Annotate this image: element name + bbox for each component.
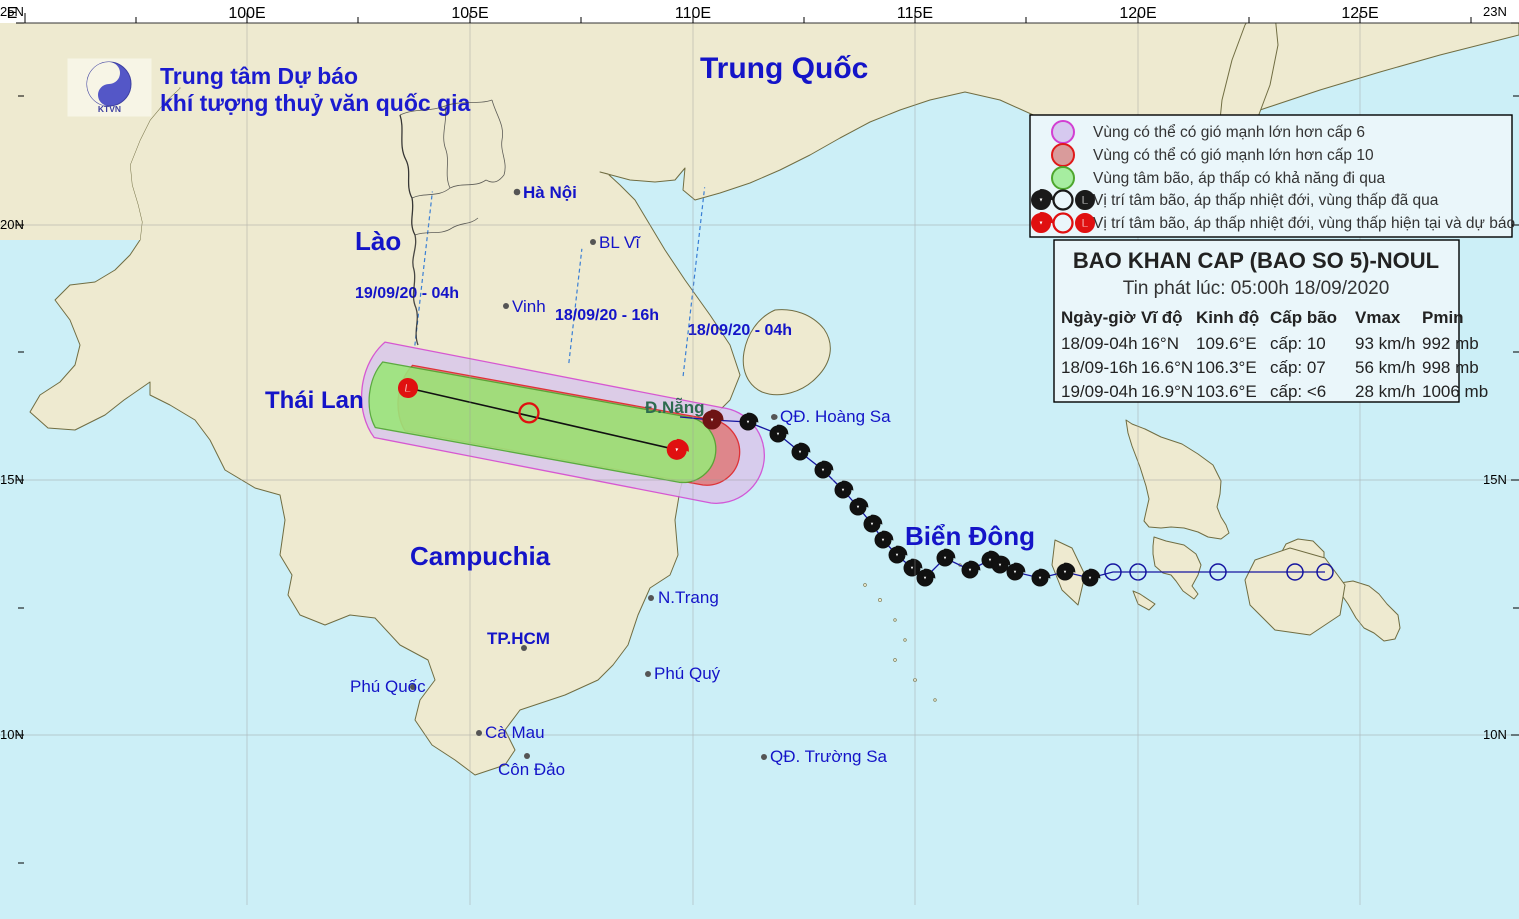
svg-text:1006 mb: 1006 mb bbox=[1422, 382, 1488, 401]
svg-text:Đ.Nẵng: Đ.Nẵng bbox=[645, 397, 705, 417]
svg-text:QĐ. Hoàng Sa: QĐ. Hoàng Sa bbox=[780, 407, 891, 426]
svg-text:Cà Mau: Cà Mau bbox=[485, 723, 545, 742]
svg-text:cấp: 07: cấp: 07 bbox=[1270, 358, 1326, 377]
svg-text:Biển Đông: Biển Đông bbox=[905, 521, 1035, 551]
svg-text:cấp: <6: cấp: <6 bbox=[1270, 382, 1326, 401]
svg-text:Hà Nội: Hà Nội bbox=[523, 183, 577, 202]
svg-text:BL Vĩ: BL Vĩ bbox=[599, 233, 641, 252]
svg-text:Vinh: Vinh bbox=[512, 297, 546, 316]
svg-text:28 km/h: 28 km/h bbox=[1355, 382, 1415, 401]
svg-text:Campuchia: Campuchia bbox=[410, 541, 551, 571]
svg-text:Vĩ độ: Vĩ độ bbox=[1141, 308, 1183, 327]
svg-text:16.9°N: 16.9°N bbox=[1141, 382, 1193, 401]
svg-text:16.6°N: 16.6°N bbox=[1141, 358, 1193, 377]
svg-text:10N: 10N bbox=[0, 727, 24, 742]
svg-text:56 km/h: 56 km/h bbox=[1355, 358, 1415, 377]
svg-text:16°N: 16°N bbox=[1141, 334, 1179, 353]
svg-text:106.3°E: 106.3°E bbox=[1196, 358, 1257, 377]
svg-text:19/09/20 - 04h: 19/09/20 - 04h bbox=[355, 285, 459, 302]
svg-text:Tin phát lúc: 05:00h 18/09/202: Tin phát lúc: 05:00h 18/09/2020 bbox=[1123, 278, 1390, 299]
svg-text:QĐ. Trường Sa: QĐ. Trường Sa bbox=[770, 747, 888, 766]
svg-text:93 km/h: 93 km/h bbox=[1355, 334, 1415, 353]
svg-text:18/09/20 - 16h: 18/09/20 - 16h bbox=[555, 307, 659, 324]
svg-text:Ngày-giờ: Ngày-giờ bbox=[1061, 308, 1136, 327]
svg-text:TP.HCM: TP.HCM bbox=[487, 629, 550, 648]
svg-text:Lào: Lào bbox=[355, 226, 401, 256]
svg-text:105E: 105E bbox=[451, 5, 488, 22]
svg-text:Cấp bão: Cấp bão bbox=[1270, 308, 1337, 327]
svg-text:992 mb: 992 mb bbox=[1422, 334, 1479, 353]
svg-text:Phú Quốc: Phú Quốc bbox=[350, 677, 426, 696]
svg-text:Vị trí tâm bão, áp thấp nhiệt: Vị trí tâm bão, áp thấp nhiệt đới, vùng … bbox=[1093, 192, 1439, 209]
svg-text:Phú Quý: Phú Quý bbox=[654, 664, 721, 683]
svg-text:Trung tâm Dự báo: Trung tâm Dự báo bbox=[160, 63, 358, 89]
svg-text:125E: 125E bbox=[1341, 5, 1378, 22]
svg-text:Côn Đảo: Côn Đảo bbox=[498, 760, 565, 779]
svg-text:khí tượng thuỷ văn quốc gia: khí tượng thuỷ văn quốc gia bbox=[160, 90, 471, 116]
svg-text:BAO KHAN CAP (BAO SO 5)-NOUL: BAO KHAN CAP (BAO SO 5)-NOUL bbox=[1073, 248, 1439, 273]
svg-text:23N: 23N bbox=[1483, 4, 1507, 19]
svg-text:KTVN: KTVN bbox=[98, 104, 121, 114]
svg-text:110E: 110E bbox=[675, 5, 711, 22]
svg-text:18/09-16h: 18/09-16h bbox=[1061, 358, 1138, 377]
svg-text:109.6°E: 109.6°E bbox=[1196, 334, 1257, 353]
svg-text:Vị trí tâm bão, áp thấp nhiệt: Vị trí tâm bão, áp thấp nhiệt đới, vùng … bbox=[1093, 215, 1515, 232]
svg-text:Pmin: Pmin bbox=[1422, 308, 1464, 327]
svg-text:cấp: 10: cấp: 10 bbox=[1270, 334, 1326, 353]
svg-text:N.Trang: N.Trang bbox=[658, 588, 719, 607]
svg-text:15N: 15N bbox=[0, 472, 24, 487]
svg-text:Thái Lan: Thái Lan bbox=[265, 387, 364, 414]
svg-text:Vmax: Vmax bbox=[1355, 308, 1401, 327]
svg-text:Trung Quốc: Trung Quốc bbox=[700, 52, 868, 85]
svg-text:19/09-04h: 19/09-04h bbox=[1061, 382, 1138, 401]
svg-text:120E: 120E bbox=[1119, 5, 1156, 22]
svg-text:15N: 15N bbox=[1483, 472, 1507, 487]
svg-text:100E: 100E bbox=[228, 5, 265, 22]
svg-text:Kinh độ: Kinh độ bbox=[1196, 308, 1259, 327]
svg-text:25N: 25N bbox=[0, 4, 24, 19]
svg-text:18/09-04h: 18/09-04h bbox=[1061, 334, 1138, 353]
svg-text:20N: 20N bbox=[0, 217, 24, 232]
svg-text:Vùng có thể có gió mạnh lớn hơ: Vùng có thể có gió mạnh lớn hơn cấp 6 bbox=[1093, 124, 1365, 141]
svg-text:998 mb: 998 mb bbox=[1422, 358, 1479, 377]
svg-text:18/09/20 - 04h: 18/09/20 - 04h bbox=[688, 322, 792, 339]
svg-text:Vùng có thể có gió mạnh lớn hơ: Vùng có thể có gió mạnh lớn hơn cấp 10 bbox=[1093, 147, 1374, 164]
svg-text:10N: 10N bbox=[1483, 727, 1507, 742]
svg-text:103.6°E: 103.6°E bbox=[1196, 382, 1257, 401]
svg-text:115E: 115E bbox=[897, 5, 933, 22]
svg-text:Vùng tâm bão, áp thấp có khả n: Vùng tâm bão, áp thấp có khả năng đi qua bbox=[1093, 170, 1386, 187]
